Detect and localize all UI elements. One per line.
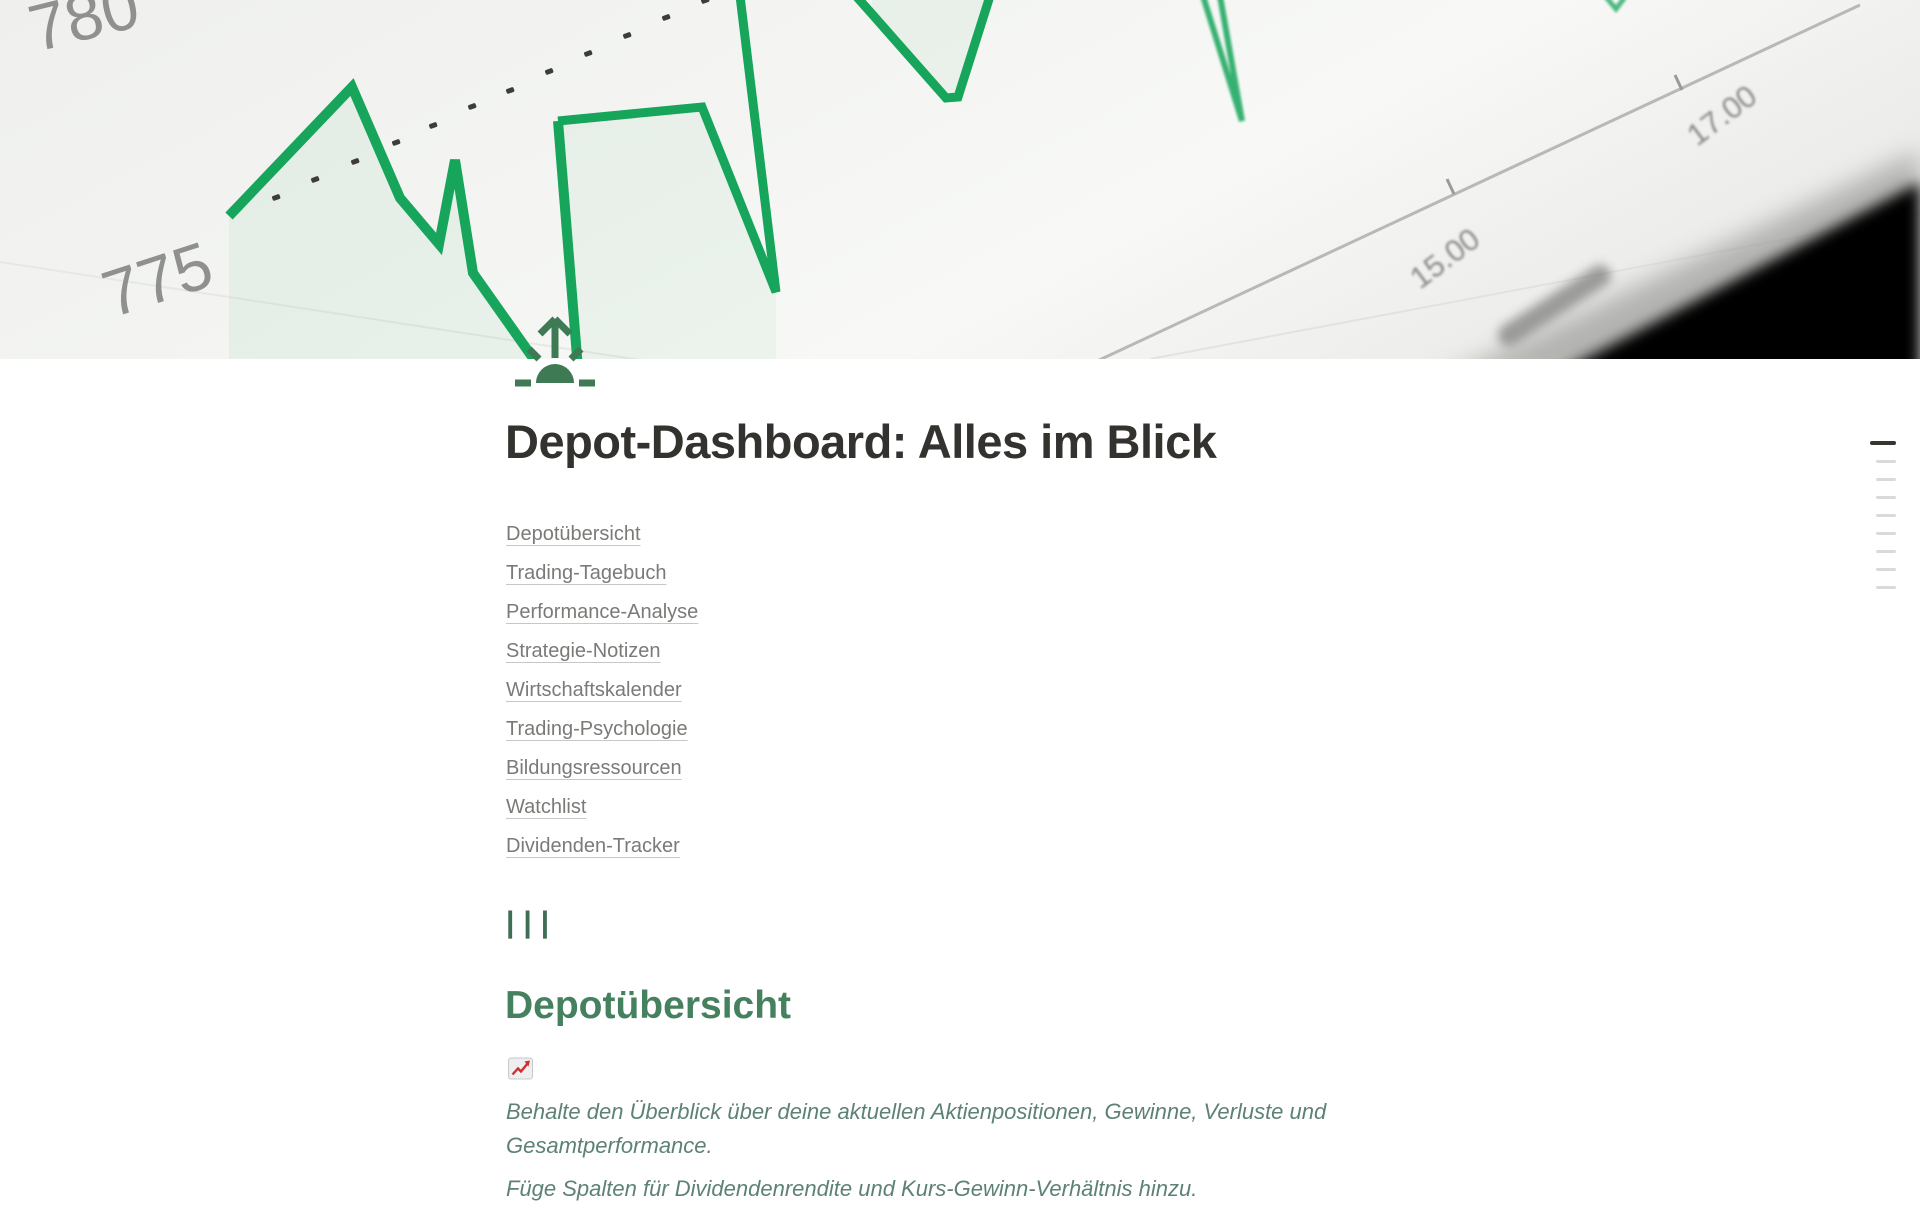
cover-image: 780 775 15.00 17.00 <box>0 0 1920 359</box>
stock-chart-photo: 780 775 15.00 17.00 <box>0 0 1920 359</box>
minimap-bar[interactable] <box>1876 496 1896 499</box>
minimap-bar[interactable] <box>1876 514 1896 517</box>
page-icon-sunrise-growth[interactable] <box>514 312 596 394</box>
dotted-trend-line <box>271 0 710 201</box>
dark-table-corner <box>1584 182 1920 359</box>
paper-crease <box>0 261 641 359</box>
toc-link-list: Depotübersicht Trading-Tagebuch Performanc… <box>505 522 1415 858</box>
section-heading-depotuebersicht: Depotübersicht <box>505 984 792 1027</box>
blurred-caption <box>1497 264 1612 347</box>
minimap-bar[interactable] <box>1876 568 1896 571</box>
toc-link[interactable]: Wirtschaftskalender <box>506 679 682 701</box>
chart-area-tint <box>229 87 534 359</box>
minimap-bar[interactable] <box>1876 478 1896 481</box>
section-quote-2: Füge Spalten für Dividendenrendite und K… <box>506 1176 1198 1201</box>
toc-link[interactable]: Dividenden-Tracker <box>506 835 680 857</box>
chart-increasing-emoji-icon <box>508 1057 533 1080</box>
toc-minimap <box>1870 441 1896 589</box>
chart-area-tint <box>558 107 776 359</box>
sunrise-growth-icon <box>515 316 595 387</box>
toc-link[interactable]: Watchlist <box>506 796 587 818</box>
toc-link[interactable]: Trading-Psychologie <box>506 718 688 740</box>
minimap-bar[interactable] <box>1876 550 1896 553</box>
price-line <box>225 0 1626 359</box>
section-divider: ||| <box>506 906 559 939</box>
minimap-bar[interactable] <box>1876 460 1896 463</box>
chart-increasing-emoji <box>507 1055 1415 1083</box>
chart-area-tint <box>872 0 990 98</box>
page-content: Depot-Dashboard: Alles im Blick Depotübe… <box>505 359 1415 1206</box>
page-title: Depot-Dashboard: Alles im Blick <box>505 415 1217 468</box>
toc-link[interactable]: Trading-Tagebuch <box>506 562 667 584</box>
section-quote-1: Behalte den Überblick über deine aktuell… <box>506 1099 1327 1158</box>
cover-paper-background <box>0 0 1920 359</box>
toc-link[interactable]: Depotübersicht <box>506 523 641 545</box>
toc-link[interactable]: Strategie-Notizen <box>506 640 661 662</box>
toc-link[interactable]: Bildungsressourcen <box>506 757 682 779</box>
minimap-bar[interactable] <box>1876 532 1896 535</box>
minimap-bar-active[interactable] <box>1870 441 1896 445</box>
minimap-bar[interactable] <box>1876 586 1896 589</box>
toc-link[interactable]: Performance-Analyse <box>506 601 699 623</box>
